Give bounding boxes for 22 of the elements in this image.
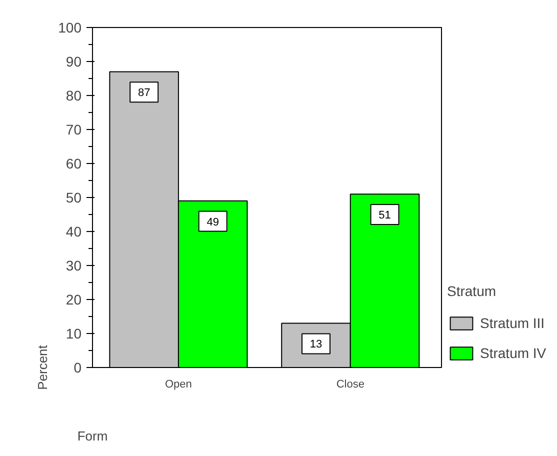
data-label: 13 (310, 338, 322, 351)
y-tick-label: 100 (58, 20, 82, 36)
x-axis-title: Form (77, 428, 108, 444)
data-label: 51 (378, 210, 391, 222)
y-tick-label: 90 (66, 54, 82, 70)
legend-label: Stratum IV (480, 345, 546, 361)
x-tick-label: Close (336, 378, 364, 390)
y-tick-label: 10 (66, 326, 82, 342)
x-tick-label: Open (165, 378, 192, 390)
y-tick-label: 50 (66, 190, 82, 206)
y-axis-title: Percent (35, 344, 50, 390)
y-tick-label: 20 (66, 292, 82, 308)
y-tick-label: 30 (66, 258, 82, 274)
y-tick-label: 80 (66, 88, 82, 104)
y-tick-label: 0 (74, 360, 82, 376)
y-tick-label: 40 (66, 224, 82, 240)
data-label: 87 (138, 87, 150, 100)
y-tick-label: 70 (66, 122, 82, 138)
y-tick-label: 60 (66, 156, 82, 172)
legend-title: Stratum (447, 283, 498, 299)
data-label: 49 (206, 216, 219, 228)
legend-label: Stratum III (480, 315, 545, 331)
